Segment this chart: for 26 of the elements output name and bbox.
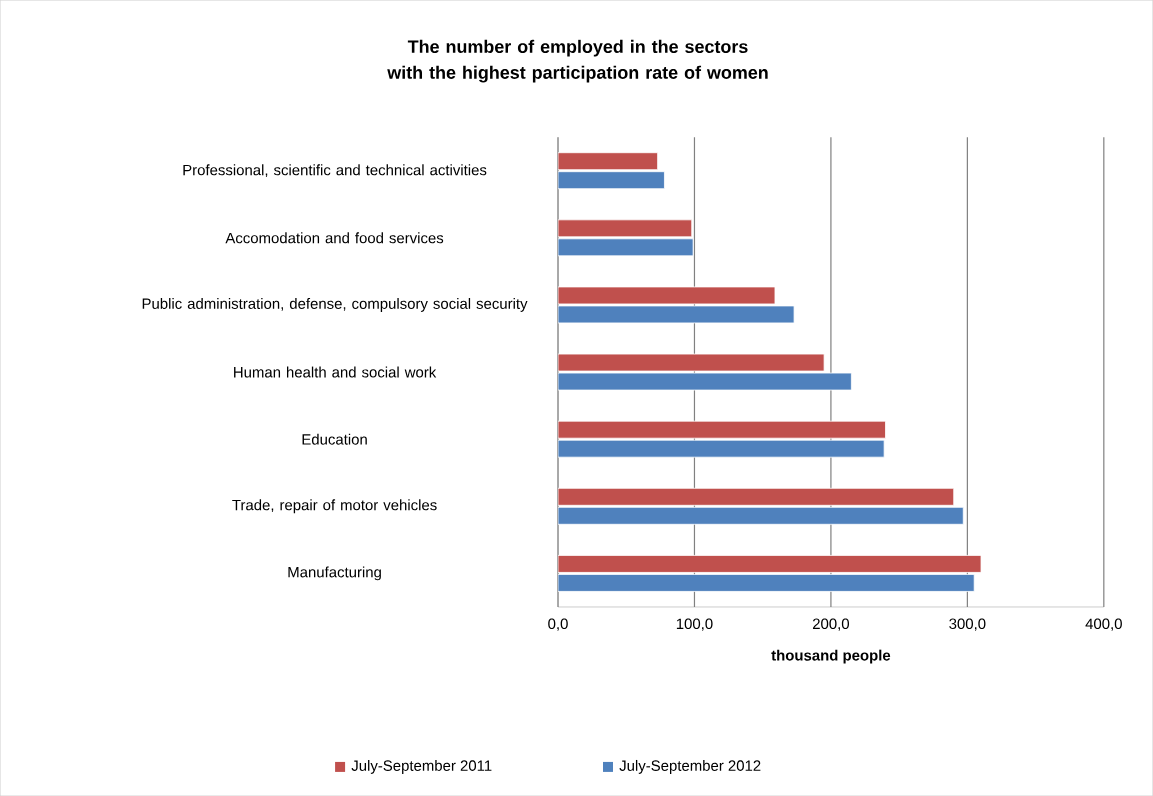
y-tick-label: Education — [302, 433, 367, 445]
legend-label: July-September 2011 — [351, 759, 492, 774]
y-tick-label: Accomodation and food services — [225, 232, 444, 244]
y-tick-label: Public administration, defense, compulsory social security — [142, 297, 528, 312]
bar — [558, 554, 982, 573]
chart-title: The number of employed in the sectors with the highest participation rate of women — [387, 39, 768, 83]
x-tick-label: 400,0 — [1085, 618, 1122, 631]
x-tick-label: 200,0 — [812, 618, 850, 631]
x-tick-label: 100,0 — [676, 618, 713, 631]
x-tick-label: 0,0 — [548, 618, 568, 631]
bar — [558, 152, 659, 171]
bar — [558, 420, 886, 439]
y-tick-label: Human health and social work — [234, 366, 437, 378]
bar — [558, 439, 885, 458]
bar — [558, 487, 955, 506]
y-tick-label: Professional, scientific and technical activities — [183, 164, 487, 178]
bar — [558, 506, 964, 525]
y-tick-label: Trade, repair of motor vehicles — [232, 499, 437, 514]
bar — [558, 219, 693, 238]
bar — [558, 171, 665, 190]
legend-label: July-September 2012 — [619, 759, 761, 774]
x-tick-label: 300,0 — [949, 618, 986, 631]
bar — [558, 573, 975, 592]
x-axis-title: thousand people — [771, 649, 891, 664]
bar — [558, 238, 694, 257]
y-tick-label: Manufacturing — [288, 566, 381, 581]
